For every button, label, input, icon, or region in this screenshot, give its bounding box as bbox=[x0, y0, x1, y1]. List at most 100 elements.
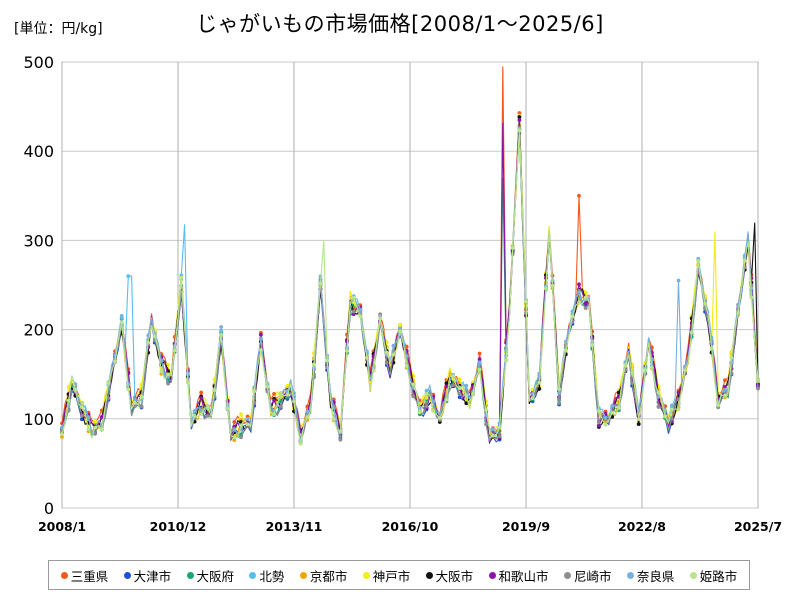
series-point bbox=[305, 409, 310, 414]
series-point bbox=[384, 361, 389, 365]
series-point bbox=[557, 387, 561, 392]
series-point bbox=[656, 390, 661, 395]
series-point bbox=[404, 364, 409, 368]
series-point bbox=[477, 357, 482, 362]
series-point bbox=[166, 372, 171, 377]
series-point bbox=[696, 259, 701, 264]
series-point bbox=[431, 399, 436, 404]
series-point bbox=[517, 115, 522, 119]
series-point bbox=[676, 278, 681, 283]
series-point bbox=[431, 409, 436, 413]
legend-marker bbox=[488, 571, 496, 579]
series-point bbox=[597, 420, 601, 425]
series-layer bbox=[60, 66, 760, 446]
legend-marker bbox=[123, 571, 131, 579]
series-point bbox=[451, 383, 455, 388]
series-point bbox=[411, 382, 416, 387]
y-tick-label: 100 bbox=[23, 410, 54, 429]
series-point bbox=[418, 410, 422, 415]
series-point bbox=[650, 365, 654, 370]
series-point bbox=[86, 415, 91, 420]
series-point bbox=[285, 392, 290, 397]
legend-item-8: 尼崎市 bbox=[563, 566, 611, 585]
series-point bbox=[424, 392, 429, 396]
series-point bbox=[133, 397, 137, 402]
series-point bbox=[80, 417, 84, 422]
series-point bbox=[530, 396, 535, 400]
series-point bbox=[563, 348, 568, 353]
series-point bbox=[656, 405, 661, 409]
series-point bbox=[378, 313, 383, 318]
series-point bbox=[205, 404, 210, 409]
series-point bbox=[477, 351, 482, 356]
series-point bbox=[716, 403, 721, 408]
series-point bbox=[616, 405, 621, 410]
legend-item-1: 大津市 bbox=[123, 566, 171, 585]
series-point bbox=[636, 417, 641, 421]
legend-label: 和歌山市 bbox=[498, 568, 549, 584]
series-point bbox=[457, 386, 462, 391]
series-point bbox=[232, 435, 237, 440]
series-point bbox=[272, 412, 276, 417]
series-point bbox=[723, 387, 727, 392]
series-point bbox=[623, 363, 628, 368]
series-point bbox=[683, 368, 687, 373]
series-point bbox=[139, 395, 144, 399]
series-point bbox=[491, 433, 495, 438]
series-point bbox=[676, 390, 681, 395]
series-point bbox=[477, 360, 482, 365]
series-point bbox=[272, 398, 276, 403]
series-point bbox=[285, 383, 290, 388]
series-point bbox=[80, 413, 84, 418]
series-point bbox=[199, 396, 204, 400]
series-point bbox=[298, 441, 303, 446]
series-point bbox=[577, 300, 581, 305]
series-point bbox=[583, 295, 588, 300]
legend: 三重県 大津市 大阪府 北勢 京都市 神戸市 大阪市 和歌山市 尼崎市 奈良県 姫路市 bbox=[48, 560, 750, 590]
legend-marker bbox=[563, 571, 571, 579]
series-point bbox=[166, 362, 171, 367]
series-point bbox=[239, 412, 243, 417]
series-point bbox=[464, 393, 469, 398]
series-point bbox=[557, 401, 561, 405]
legend-label: 大阪市 bbox=[435, 568, 474, 584]
x-tick-label: 2013/11 bbox=[266, 519, 323, 534]
series-point bbox=[451, 374, 455, 378]
series-point bbox=[391, 352, 396, 357]
series-point bbox=[232, 420, 237, 424]
series-point bbox=[497, 425, 502, 430]
series-point bbox=[437, 416, 442, 420]
series-point bbox=[398, 322, 402, 327]
series-point bbox=[544, 286, 548, 291]
legend-label: 姫路市 bbox=[699, 568, 738, 584]
legend-item-6: 大阪市 bbox=[425, 566, 474, 585]
y-tick-label: 300 bbox=[23, 231, 54, 250]
series-point bbox=[398, 329, 402, 334]
series-point bbox=[365, 356, 369, 360]
legend-label: 奈良県 bbox=[636, 568, 675, 584]
series-point bbox=[259, 337, 263, 342]
y-tick-label: 500 bbox=[23, 53, 54, 72]
series-point bbox=[146, 340, 151, 345]
series-point bbox=[331, 406, 336, 411]
legend-item-3: 北勢 bbox=[249, 566, 284, 585]
series-point bbox=[232, 427, 237, 431]
series-point bbox=[166, 381, 171, 386]
series-point bbox=[491, 427, 495, 432]
series-point bbox=[384, 350, 389, 355]
series-point bbox=[106, 396, 111, 400]
series-point bbox=[457, 395, 462, 400]
series-point bbox=[557, 391, 561, 395]
series-point bbox=[597, 423, 601, 428]
series-point bbox=[756, 386, 760, 391]
series-point bbox=[119, 320, 124, 325]
series-point bbox=[457, 392, 462, 397]
series-point bbox=[736, 311, 740, 316]
x-tick-label: 2019/9 bbox=[502, 519, 550, 534]
series-point bbox=[550, 283, 555, 288]
series-point bbox=[504, 358, 508, 363]
series-point bbox=[93, 425, 97, 430]
series-point bbox=[404, 344, 409, 349]
series-point bbox=[663, 414, 668, 419]
series-point bbox=[756, 378, 760, 383]
